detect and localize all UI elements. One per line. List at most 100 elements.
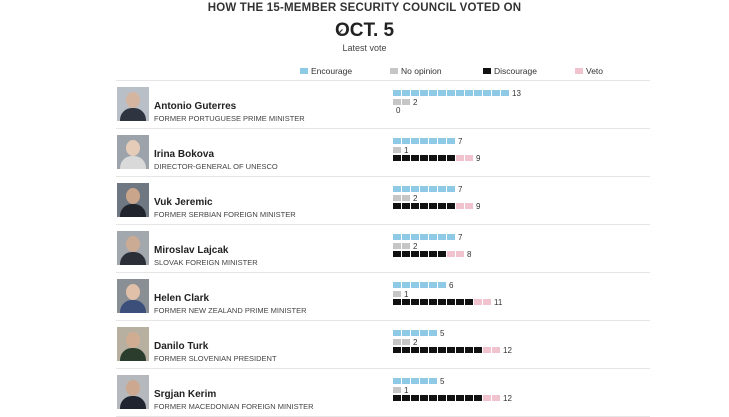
divider [116,320,650,321]
bar-value-label: 1 [404,146,409,155]
no-opinion-bar-block [402,339,410,345]
candidate-role: SLOVAK FOREIGN MINISTER [154,258,258,267]
veto-bar-block [465,203,473,209]
encourage-bar-block [429,234,437,240]
legend-item-encourage: Encourage [300,66,352,76]
candidate-role: DIRECTOR-GENERAL OF UNESCO [154,162,278,171]
photo-body [120,252,146,265]
no-opinion-bar-block [402,195,410,201]
discourage-bar-block [429,155,437,161]
discourage-bar-block [456,395,464,401]
candidate-row: Srgjan Kerim FORMER MACEDONIAN FOREIGN MI… [0,369,729,417]
vote-bars: 7 1 9 [393,137,481,163]
encourage-bar-block [438,282,446,288]
discourage-bar-block [393,251,401,257]
vote-bars: 13 2 0 [393,89,521,115]
bar-value-label: 8 [467,250,472,259]
chevron-left-icon[interactable]: ‹ [338,22,344,41]
no-opinion-bar-block [393,291,401,297]
discourage-bar-block [447,155,455,161]
legend-label: No opinion [401,66,442,76]
photo-head [126,284,140,300]
discourage-bar-block [411,395,419,401]
photo-head [126,140,140,156]
discourage-bar-block [456,299,464,305]
bar-value-label: 12 [503,394,512,403]
discourage-bar-block [465,299,473,305]
encourage-bar-block [393,186,401,192]
candidate-photo [117,135,149,169]
encourage-bar-block [402,330,410,336]
bar-value-label: 1 [404,386,409,395]
discourage-bar-block [411,203,419,209]
candidate-role: FORMER PORTUGUESE PRIME MINISTER [154,114,305,123]
bar-value-label: 13 [512,89,521,98]
veto-bar-block [492,395,500,401]
candidate-role: FORMER SERBIAN FOREIGN MINISTER [154,210,296,219]
vote-bars: 7 2 9 [393,185,481,211]
encourage-bar-block [465,90,473,96]
encourage-bar-block [492,90,500,96]
no-opinion-bar-block [393,387,401,393]
encourage-bar-block [402,90,410,96]
bar-value-label: 2 [413,98,418,107]
encourage-bar-block [420,234,428,240]
encourage-bar-block [411,282,419,288]
encourage-bar-block [438,138,446,144]
legend-label: Veto [586,66,604,76]
veto-bar-block [456,203,464,209]
discourage-bar-block [447,347,455,353]
encourage-bar-block [420,330,428,336]
no-opinion-bar-block [393,99,401,105]
photo-body [120,204,146,217]
discourage-bar-block [402,251,410,257]
bar-value-label: 12 [503,346,512,355]
candidate-row: Vuk Jeremic FORMER SERBIAN FOREIGN MINIST… [0,177,729,225]
legend-item-discourage: Discourage [483,66,537,76]
bar-value-label: 0 [396,106,401,115]
discourage-bar-block [429,251,437,257]
vote-bars: 5 2 12 [393,329,512,355]
candidate-name: Vuk Jeremic [154,197,213,208]
discourage-bar-block [411,251,419,257]
encourage-bar-block [393,234,401,240]
discourage-bar-block [465,347,473,353]
candidate-name: Irina Bokova [154,149,215,160]
vote-bars: 7 2 8 [393,233,472,259]
encourage-bar-block [393,330,401,336]
encourage-bar-block [420,186,428,192]
discourage-bar-block [393,395,401,401]
bar-value-label: 6 [449,281,454,290]
bar-value-label: 2 [413,242,418,251]
encourage-bar-block [411,330,419,336]
candidate-photo [117,183,149,217]
discourage-bar-block [474,347,482,353]
encourage-bar-block [411,378,419,384]
bar-value-label: 11 [494,298,503,307]
encourage-bar-block [483,90,491,96]
discourage-bar-block [420,347,428,353]
encourage-bar-block [411,186,419,192]
candidate-row: Helen Clark FORMER NEW ZEALAND PRIME MINI… [0,273,729,321]
candidate-row: Antonio Guterres FORMER PORTUGUESE PRIME … [0,81,729,129]
discourage-bar-block [393,347,401,353]
vote-subtitle: Latest vote [342,43,387,53]
no-opinion-bar-block [393,339,401,345]
candidate-photo [117,375,149,409]
legend-label: Encourage [311,66,353,76]
candidate-photo [117,327,149,361]
candidate-role: FORMER SLOVENIAN PRESIDENT [154,354,277,363]
veto-bar-block [456,155,464,161]
photo-head [126,380,140,396]
candidate-row: Danilo Turk FORMER SLOVENIAN PRESIDENT 5 2 1… [0,321,729,369]
veto-bar-block [465,155,473,161]
discourage-bar-block [411,155,419,161]
encourage-bar-block [411,234,419,240]
discourage-bar-block [429,395,437,401]
encourage-bar-block [429,186,437,192]
encourage-bar-block [429,282,437,288]
discourage-bar-block [429,203,437,209]
candidate-row: Irina Bokova DIRECTOR-GENERAL OF UNESCO 7 1… [0,129,729,177]
encourage-bar-block [420,90,428,96]
veto-bar-block [483,395,491,401]
